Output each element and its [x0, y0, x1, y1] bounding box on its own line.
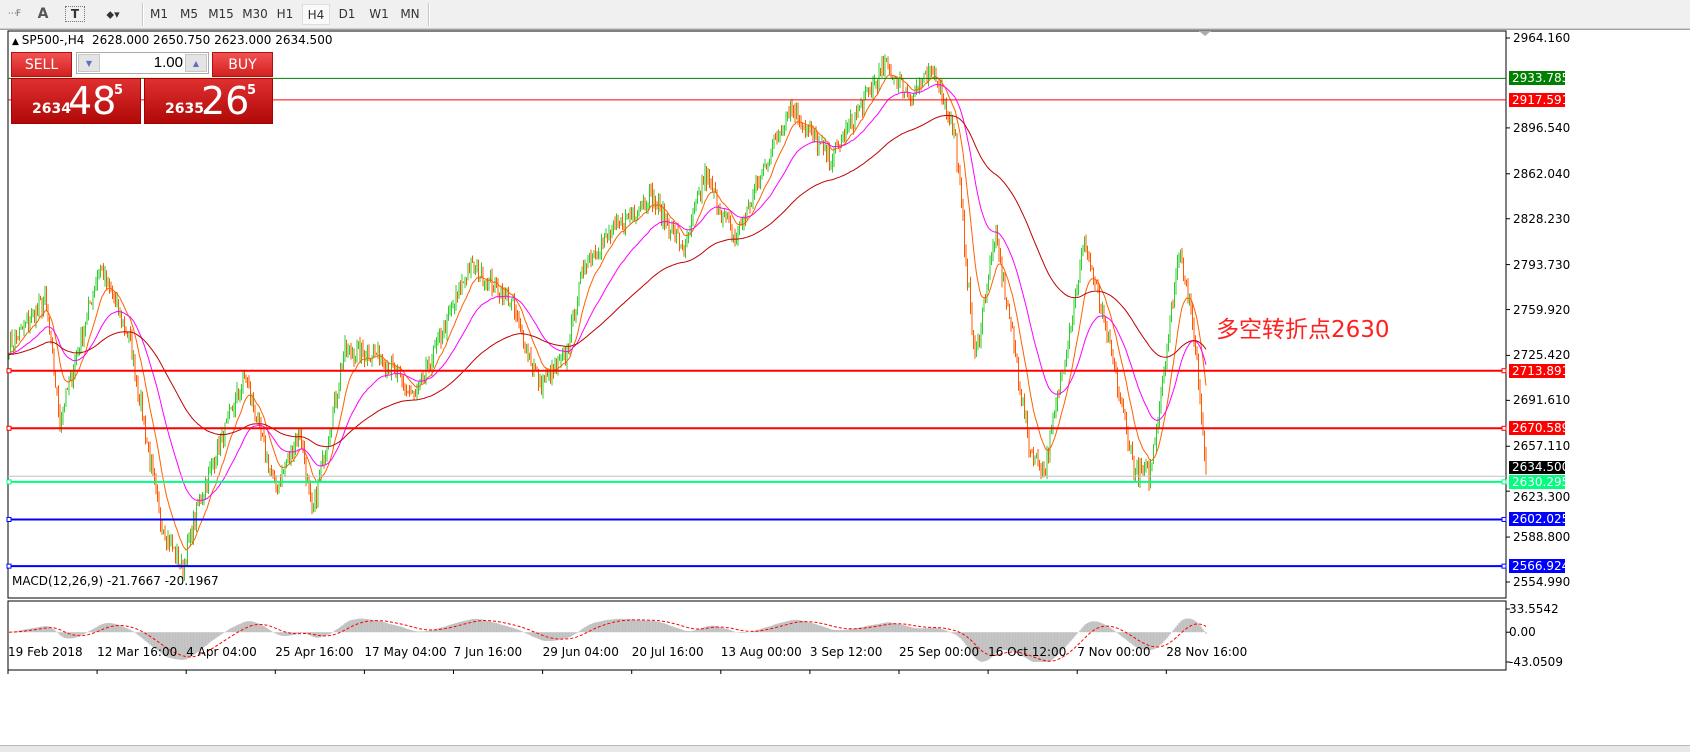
- price-tick-label: 2793.730: [1513, 257, 1571, 272]
- lot-size-input[interactable]: [103, 53, 183, 73]
- level-handle: [6, 563, 12, 569]
- price-tick-label: 2759.920: [1513, 302, 1571, 317]
- chart-annotation[interactable]: 多空转折点2630: [1216, 317, 1390, 343]
- level-price-label: 2917.591: [1509, 92, 1569, 107]
- time-tick-label: 20 Jul 16:00: [631, 645, 704, 659]
- ma-fast-line: [8, 74, 1207, 551]
- one-click-trading-panel: SELL ▼ ▲ BUY 2634 48 5 2635 26 5: [11, 52, 273, 124]
- price-tick-label: 2623.300: [1513, 489, 1571, 504]
- time-tick-label: 7 Jun 16:00: [453, 645, 523, 659]
- price-tick-label: 2691.610: [1513, 393, 1571, 408]
- buy-price-pips: 26: [201, 79, 250, 123]
- level-price-label: 2670.589: [1509, 421, 1569, 436]
- level-handle: [6, 425, 12, 431]
- macd-tick-label: -43.0509: [1509, 655, 1563, 669]
- time-tick-label: 28 Nov 16:00: [1166, 645, 1248, 659]
- fibonacci-fan-icon[interactable]: ⋯F: [7, 9, 21, 19]
- macd-tick-label: 33.5542: [1509, 602, 1559, 616]
- time-tick-label: 29 Jun 04:00: [542, 645, 619, 659]
- time-tick-label: 7 Nov 00:00: [1077, 645, 1151, 659]
- decrease-lot-icon[interactable]: ▼: [78, 54, 100, 72]
- sell-price-pips: 48: [68, 79, 117, 123]
- main-pane-border: [7, 30, 1507, 599]
- text-label-tool-icon[interactable]: T: [65, 6, 85, 22]
- buy-button[interactable]: BUY: [212, 52, 273, 77]
- price-tick-label: 2657.110: [1513, 439, 1571, 454]
- timeframe-m15[interactable]: M15: [208, 7, 234, 21]
- macd-label: MACD(12,26,9) -21.7667 -20.1967: [12, 574, 219, 588]
- sell-price[interactable]: 2634 48 5: [11, 78, 141, 124]
- time-tick-label: 12 Mar 16:00: [97, 645, 178, 659]
- time-tick-label: 17 May 04:00: [364, 645, 447, 659]
- level-handle: [1501, 479, 1507, 485]
- price-tick-label: 2896.540: [1513, 120, 1571, 135]
- timeframe-w1[interactable]: W1: [369, 7, 389, 21]
- timeframe-mn[interactable]: MN: [400, 7, 420, 21]
- price-tick-label: 2862.040: [1513, 166, 1571, 181]
- level-price-label: 2933.785: [1509, 71, 1569, 86]
- ma-slow-line: [8, 114, 1207, 448]
- level-price-label: 2630.295: [1509, 474, 1569, 489]
- level-handle: [1501, 425, 1507, 431]
- macd-tick-label: 0.00: [1509, 625, 1536, 640]
- level-price-label: 2713.891: [1509, 363, 1569, 378]
- price-tick-label: 2588.800: [1513, 530, 1571, 545]
- price-tick-label: 2554.990: [1513, 575, 1571, 589]
- buy-price-major: 2635: [165, 101, 204, 117]
- price-tick-label: 2725.420: [1513, 348, 1571, 363]
- level-handle: [6, 516, 12, 522]
- toolbar: ⋯F A T ⬥▾ M1 M5 M15 M30 H1 H4 D1 W1 MN: [0, 0, 1690, 29]
- buy-price-fraction: 5: [247, 83, 257, 98]
- chart-tabs-bar[interactable]: [0, 745, 1690, 752]
- time-tick-label: 16 Oct 12:00: [988, 645, 1067, 659]
- timeframe-h4[interactable]: H4: [302, 4, 330, 25]
- timeframe-m1[interactable]: M1: [150, 7, 168, 21]
- sell-button[interactable]: SELL: [11, 52, 72, 77]
- text-tool-button[interactable]: A: [37, 6, 49, 22]
- time-tick-label: 4 Apr 04:00: [186, 645, 257, 659]
- shift-marker-icon: [1199, 31, 1211, 36]
- macd-signal-line: [8, 619, 1207, 662]
- sell-price-major: 2634: [32, 101, 71, 117]
- time-tick-label: 3 Sep 12:00: [809, 645, 883, 659]
- level-handle: [6, 479, 12, 485]
- chart-header: ▲ SP500-,H4 2628.000 2650.750 2623.000 2…: [12, 33, 332, 47]
- timeframe-d1[interactable]: D1: [338, 7, 356, 21]
- time-tick-label: 25 Apr 16:00: [275, 645, 354, 659]
- level-handle: [1501, 563, 1507, 569]
- macd-pane-border: [7, 600, 1507, 671]
- level-handle: [1501, 368, 1507, 374]
- collapse-triangle-icon[interactable]: ▲: [12, 37, 22, 47]
- chart-window[interactable]: [0, 29, 1690, 745]
- level-handle: [1501, 516, 1507, 522]
- lot-size-stepper[interactable]: ▼ ▲: [76, 52, 209, 74]
- level-handle: [6, 368, 12, 374]
- timeframe-m5[interactable]: M5: [180, 7, 198, 21]
- ma-mid-line: [8, 84, 1207, 501]
- sell-price-fraction: 5: [114, 83, 124, 98]
- time-tick-label: 13 Aug 00:00: [720, 645, 802, 659]
- price-tick-label: 2828.230: [1513, 211, 1571, 226]
- time-tick-label: 25 Sep 00:00: [899, 645, 980, 659]
- price-tick-label: 2964.160: [1513, 31, 1571, 45]
- symbol-ohlc: SP500-,H4 2628.000 2650.750 2623.000 263…: [21, 33, 333, 47]
- time-tick-label: 19 Feb 2018: [8, 645, 83, 659]
- increase-lot-icon[interactable]: ▲: [185, 54, 207, 72]
- arrows-dropdown-icon[interactable]: ⬥▾: [106, 8, 120, 21]
- current-price-label: 2634.500: [1509, 460, 1569, 474]
- buy-price[interactable]: 2635 26 5: [144, 78, 273, 124]
- level-price-label: 2602.025: [1509, 512, 1569, 527]
- timeframe-m30[interactable]: M30: [242, 7, 268, 21]
- level-price-label: 2566.924: [1509, 559, 1569, 574]
- timeframe-h1[interactable]: H1: [276, 7, 294, 21]
